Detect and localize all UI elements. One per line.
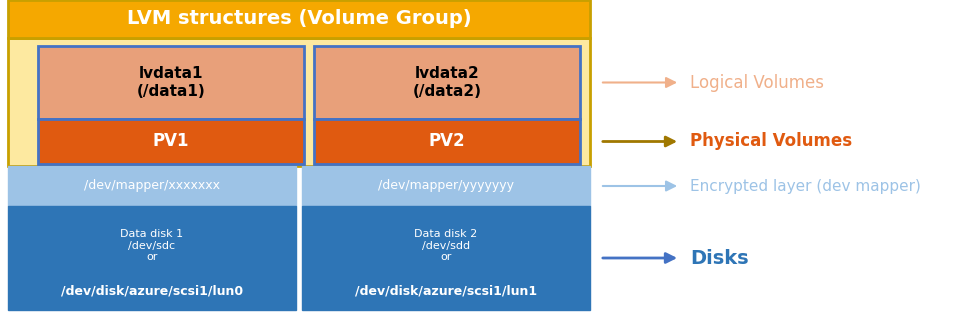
Text: Logical Volumes: Logical Volumes	[690, 73, 824, 91]
Bar	[302, 166, 590, 206]
Bar	[38, 119, 304, 164]
Text: PV2: PV2	[429, 133, 466, 150]
Text: Data disk 1
/dev/sdc
or: Data disk 1 /dev/sdc or	[120, 229, 184, 262]
Text: Physical Volumes: Physical Volumes	[690, 133, 852, 150]
Text: /dev/mapper/yyyyyyy: /dev/mapper/yyyyyyy	[378, 180, 514, 192]
Text: Encrypted layer (dev mapper): Encrypted layer (dev mapper)	[690, 178, 921, 193]
Bar	[8, 0, 590, 38]
Text: /dev/disk/azure/scsi1/lun0: /dev/disk/azure/scsi1/lun0	[61, 285, 243, 298]
Text: lvdata1
(/data1): lvdata1 (/data1)	[136, 66, 205, 99]
Text: /dev/disk/azure/scsi1/lun1: /dev/disk/azure/scsi1/lun1	[355, 285, 537, 298]
Bar	[302, 206, 590, 310]
Text: LVM structures (Volume Group): LVM structures (Volume Group)	[127, 9, 471, 29]
Text: PV1: PV1	[153, 133, 190, 150]
Text: /dev/mapper/xxxxxxx: /dev/mapper/xxxxxxx	[84, 180, 220, 192]
Bar	[314, 119, 580, 164]
Bar	[38, 46, 304, 119]
Bar	[8, 38, 590, 166]
Bar	[8, 166, 296, 206]
Text: Disks: Disks	[690, 248, 748, 268]
Text: Data disk 2
/dev/sdd
or: Data disk 2 /dev/sdd or	[414, 229, 477, 262]
Bar	[8, 206, 296, 310]
Bar	[314, 46, 580, 119]
Text: lvdata2
(/data2): lvdata2 (/data2)	[412, 66, 481, 99]
